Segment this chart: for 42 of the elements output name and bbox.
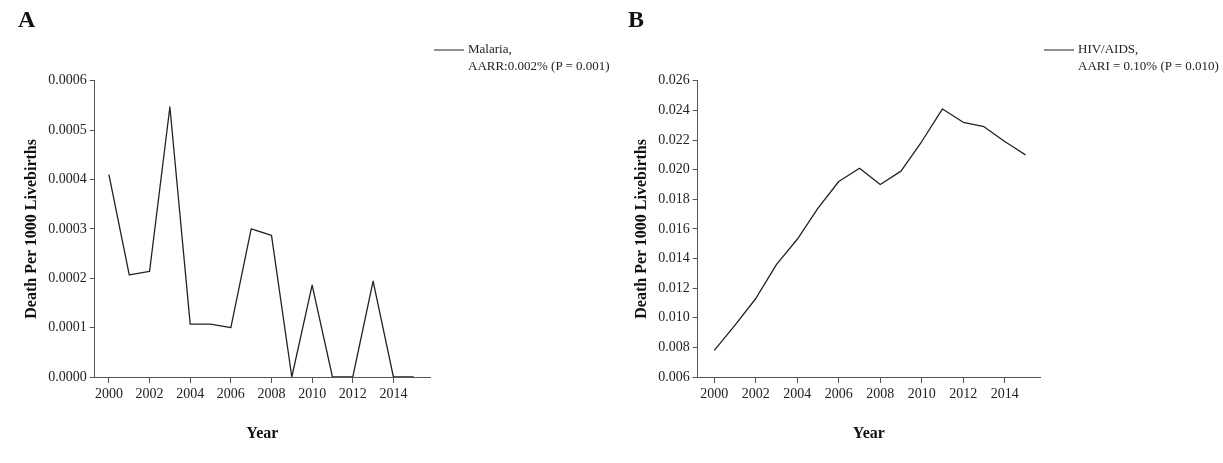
y-tick-label: 0.0001 [48, 319, 87, 335]
x-tick-label: 2012 [338, 386, 367, 402]
y-tick-label: 0.010 [658, 309, 690, 325]
x-tick-label: 2004 [176, 386, 205, 402]
x-tick-label: 2010 [907, 386, 936, 402]
x-axis-title: Year [246, 423, 279, 441]
x-tick-label: 2006 [824, 386, 853, 402]
x-tick-label: 2002 [741, 386, 770, 402]
chart-title: A [18, 5, 36, 32]
y-tick-label: 0.020 [658, 161, 690, 177]
y-tick-label: 0.0006 [48, 72, 87, 88]
y-axis-title: Death Per 1000 Livebirths [631, 139, 649, 319]
x-tick-label: 2004 [783, 386, 812, 402]
x-tick-label: 2002 [135, 386, 164, 402]
y-tick-label: 0.008 [658, 339, 690, 355]
x-tick-label: 2000 [94, 386, 123, 402]
x-axis-title: Year [852, 423, 885, 441]
y-tick-label: 0.0002 [48, 269, 87, 285]
y-tick-label: 0.006 [658, 368, 690, 384]
x-tick-label: 2008 [866, 386, 895, 402]
y-tick-label: 0.018 [658, 190, 690, 206]
y-tick-label: 0.014 [658, 250, 690, 266]
x-tick-label: 2010 [298, 386, 327, 402]
x-tick-label: 2012 [949, 386, 978, 402]
y-tick-label: 0.0000 [48, 368, 87, 384]
legend-label: Malaria, AARR:0.002% (P = 0.001) [468, 41, 610, 74]
y-tick-label: 0.022 [658, 131, 690, 147]
y-tick-label: 0.0003 [48, 220, 87, 236]
y-tick-label: 0.024 [658, 102, 690, 118]
y-tick-label: 0.0005 [48, 121, 87, 137]
y-tick-label: 0.012 [658, 279, 690, 295]
x-tick-label: 2000 [700, 386, 729, 402]
x-tick-label: 2014 [990, 386, 1019, 402]
y-axis-title: Death Per 1000 Livebirths [21, 139, 39, 319]
y-tick-label: 0.016 [658, 220, 690, 236]
x-tick-label: 2014 [379, 386, 408, 402]
chart-title: B [628, 5, 645, 32]
y-tick-label: 0.0004 [48, 171, 87, 187]
x-tick-label: 2006 [216, 386, 245, 402]
x-tick-label: 2008 [257, 386, 286, 402]
y-tick-label: 0.026 [658, 72, 690, 88]
legend-label: HIV/AIDS, AARI = 0.10% (P = 0.010) [1078, 41, 1219, 74]
